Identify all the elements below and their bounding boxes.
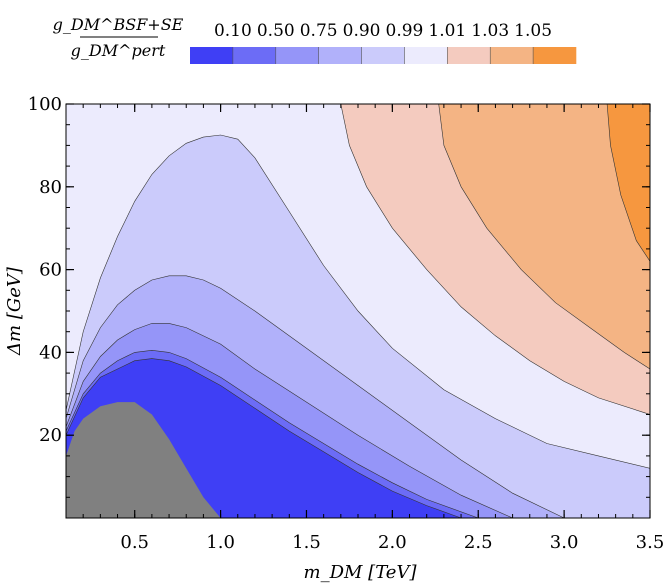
- y-tick-label: 100: [28, 94, 62, 115]
- colorbar: 0.10 0.50 0.75 0.90 0.99 1.01 1.03 1.05: [190, 21, 577, 64]
- y-axis: 20 40 60 80 100: [28, 94, 650, 498]
- colorbar-level-label: 0.99: [386, 21, 424, 41]
- colorbar-level-label: 0.90: [343, 21, 381, 41]
- colorbar-segment: [404, 47, 448, 64]
- colorbar-title-denominator: g_DM^pert: [71, 41, 166, 60]
- colorbar-segment: [232, 47, 277, 64]
- colorbar-level-label: 1.01: [428, 21, 466, 41]
- x-tick-label: 3.0: [550, 532, 579, 553]
- y-axis-title: Δm [GeV]: [4, 266, 25, 356]
- x-tick-label: 1.5: [292, 532, 321, 553]
- colorbar-segment: [447, 47, 491, 64]
- y-tick-label: 80: [39, 177, 62, 198]
- y-tick-label: 40: [39, 342, 62, 363]
- x-tick-label: 0.5: [120, 532, 149, 553]
- y-tick-label: 60: [39, 260, 62, 281]
- colorbar-level-label: 0.75: [300, 21, 338, 41]
- colorbar-segment: [275, 47, 319, 64]
- y-tick-label: 20: [39, 425, 62, 446]
- x-tick-label: 3.5: [636, 532, 664, 553]
- contour-region-1.03: [438, 104, 650, 370]
- colorbar-title-numerator: g_DM^BSF+SE: [53, 15, 184, 34]
- colorbar-level-label: 1.03: [471, 21, 509, 41]
- x-tick-label: 2.0: [378, 532, 407, 553]
- x-tick-label: 1.0: [206, 532, 235, 553]
- contour-fills: [66, 104, 650, 518]
- x-axis-title: m_DM [TeV]: [304, 562, 418, 583]
- x-tick-label: 2.5: [464, 532, 493, 553]
- colorbar-segment: [190, 47, 234, 64]
- colorbar-segment: [533, 47, 577, 64]
- excluded-region: [66, 402, 221, 518]
- contour-region-1.05: [606, 104, 650, 262]
- colorbar-level-label: 1.05: [514, 21, 552, 41]
- colorbar-level-label: 0.50: [257, 21, 295, 41]
- colorbar-segment: [361, 47, 405, 64]
- x-axis: 0.5 1.0 1.5 2.0 2.5 3.0 3.5: [65, 104, 664, 553]
- colorbar-title: g_DM^BSF+SE g_DM^pert: [53, 15, 184, 60]
- colorbar-segment: [318, 47, 362, 64]
- colorbar-level-label: 0.10: [214, 21, 252, 41]
- colorbar-segment: [490, 47, 534, 64]
